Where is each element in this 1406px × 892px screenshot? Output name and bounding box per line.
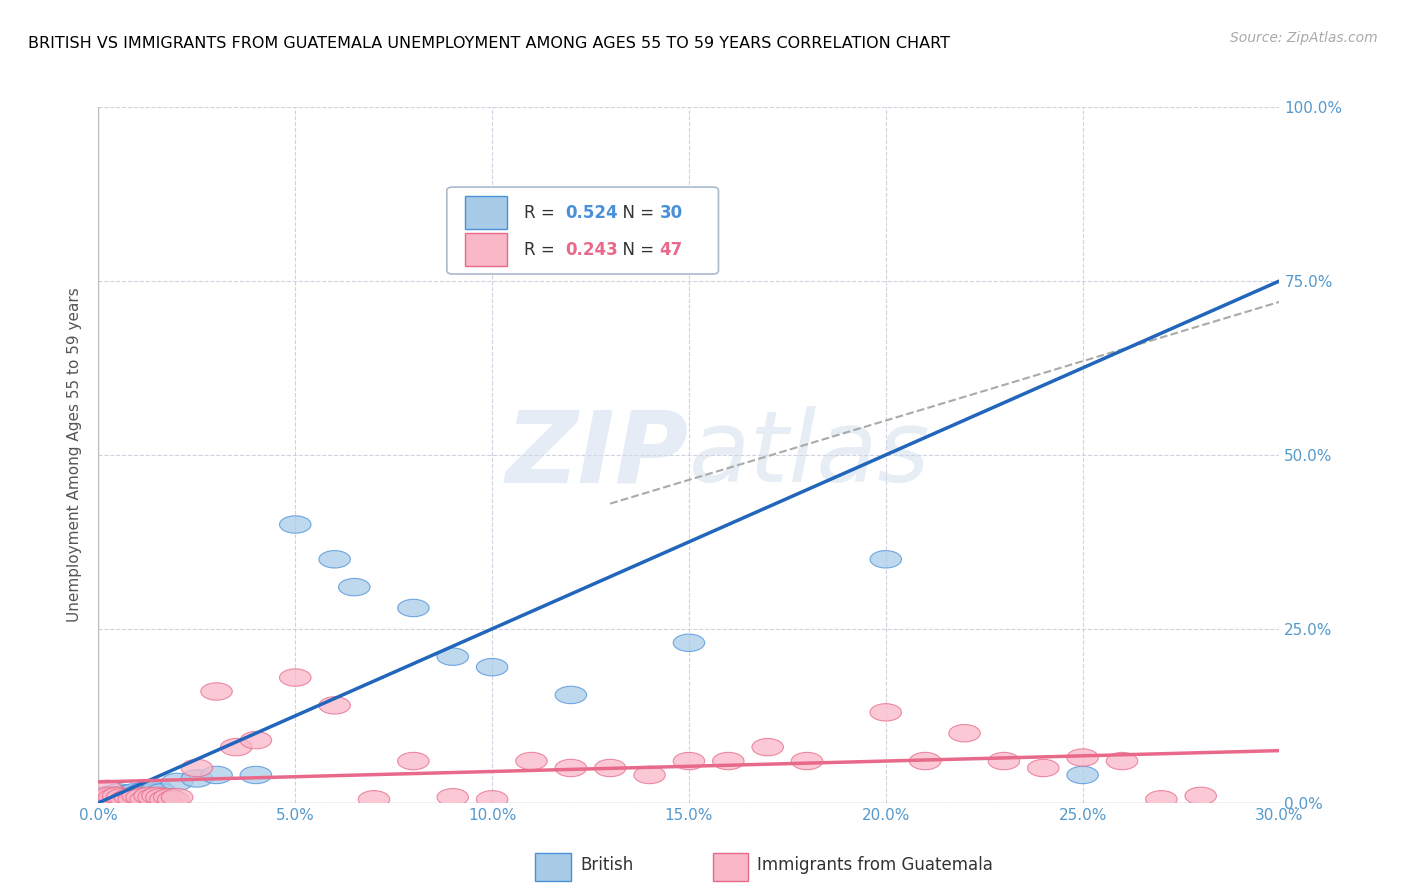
Ellipse shape xyxy=(153,789,186,806)
Text: N =: N = xyxy=(612,241,659,259)
Ellipse shape xyxy=(1028,759,1059,777)
Ellipse shape xyxy=(477,790,508,808)
Ellipse shape xyxy=(122,786,153,803)
Ellipse shape xyxy=(138,784,169,801)
Ellipse shape xyxy=(437,789,468,806)
Ellipse shape xyxy=(319,697,350,714)
Ellipse shape xyxy=(516,752,547,770)
Ellipse shape xyxy=(437,648,468,665)
Ellipse shape xyxy=(181,759,212,777)
Ellipse shape xyxy=(1146,790,1177,808)
Text: atlas: atlas xyxy=(689,407,931,503)
Ellipse shape xyxy=(90,780,122,797)
Ellipse shape xyxy=(988,752,1019,770)
Ellipse shape xyxy=(114,785,146,803)
Text: Immigrants from Guatemala: Immigrants from Guatemala xyxy=(758,856,993,874)
Text: 47: 47 xyxy=(659,241,683,259)
Ellipse shape xyxy=(134,787,166,805)
Ellipse shape xyxy=(134,780,166,797)
Ellipse shape xyxy=(110,790,142,808)
Ellipse shape xyxy=(359,790,389,808)
Ellipse shape xyxy=(555,759,586,777)
Ellipse shape xyxy=(240,766,271,784)
Ellipse shape xyxy=(477,658,508,676)
Ellipse shape xyxy=(129,790,162,808)
Ellipse shape xyxy=(870,550,901,568)
Ellipse shape xyxy=(1067,766,1098,784)
Text: Source: ZipAtlas.com: Source: ZipAtlas.com xyxy=(1230,31,1378,45)
Ellipse shape xyxy=(181,770,212,787)
Ellipse shape xyxy=(107,789,138,806)
Ellipse shape xyxy=(162,773,193,790)
Ellipse shape xyxy=(149,790,181,808)
Ellipse shape xyxy=(103,787,134,805)
Ellipse shape xyxy=(87,790,118,808)
Ellipse shape xyxy=(673,634,704,651)
Ellipse shape xyxy=(339,578,370,596)
Ellipse shape xyxy=(634,766,665,784)
Ellipse shape xyxy=(162,789,193,806)
Ellipse shape xyxy=(910,752,941,770)
Ellipse shape xyxy=(595,759,626,777)
Ellipse shape xyxy=(870,704,901,721)
Ellipse shape xyxy=(146,784,177,801)
Ellipse shape xyxy=(949,724,980,742)
Ellipse shape xyxy=(138,789,169,806)
Ellipse shape xyxy=(713,752,744,770)
Ellipse shape xyxy=(103,784,134,801)
Ellipse shape xyxy=(240,731,271,749)
Ellipse shape xyxy=(127,789,157,806)
Ellipse shape xyxy=(398,752,429,770)
Text: R =: R = xyxy=(523,241,560,259)
Ellipse shape xyxy=(98,787,129,805)
Ellipse shape xyxy=(122,787,153,805)
Ellipse shape xyxy=(90,787,122,805)
Bar xyxy=(713,853,748,880)
Text: ZIP: ZIP xyxy=(506,407,689,503)
Text: R =: R = xyxy=(523,203,560,222)
Ellipse shape xyxy=(118,790,149,808)
Ellipse shape xyxy=(1107,752,1137,770)
Ellipse shape xyxy=(127,784,157,801)
Ellipse shape xyxy=(107,786,138,803)
Ellipse shape xyxy=(87,787,118,805)
Text: 0.243: 0.243 xyxy=(565,241,617,259)
Bar xyxy=(464,196,508,229)
Ellipse shape xyxy=(94,786,127,803)
Y-axis label: Unemployment Among Ages 55 to 59 years: Unemployment Among Ages 55 to 59 years xyxy=(67,287,83,623)
Ellipse shape xyxy=(94,787,127,805)
Ellipse shape xyxy=(146,789,177,806)
Ellipse shape xyxy=(673,752,704,770)
Bar xyxy=(536,853,571,880)
FancyBboxPatch shape xyxy=(447,187,718,274)
Ellipse shape xyxy=(555,686,586,704)
Text: BRITISH VS IMMIGRANTS FROM GUATEMALA UNEMPLOYMENT AMONG AGES 55 TO 59 YEARS CORR: BRITISH VS IMMIGRANTS FROM GUATEMALA UNE… xyxy=(28,36,950,51)
Text: N =: N = xyxy=(612,203,659,222)
Text: British: British xyxy=(581,856,634,874)
Text: 0.524: 0.524 xyxy=(565,203,617,222)
Ellipse shape xyxy=(142,787,173,805)
Ellipse shape xyxy=(1185,787,1216,805)
Ellipse shape xyxy=(129,781,162,799)
Ellipse shape xyxy=(201,682,232,700)
Ellipse shape xyxy=(280,516,311,533)
Ellipse shape xyxy=(319,550,350,568)
Ellipse shape xyxy=(110,787,142,805)
Bar xyxy=(464,233,508,267)
Text: 30: 30 xyxy=(659,203,682,222)
Ellipse shape xyxy=(114,789,146,806)
Ellipse shape xyxy=(752,739,783,756)
Ellipse shape xyxy=(280,669,311,686)
Ellipse shape xyxy=(157,790,188,808)
Ellipse shape xyxy=(1067,749,1098,766)
Ellipse shape xyxy=(792,752,823,770)
Ellipse shape xyxy=(201,766,232,784)
Ellipse shape xyxy=(221,739,252,756)
Ellipse shape xyxy=(118,784,149,801)
Ellipse shape xyxy=(98,789,129,806)
Ellipse shape xyxy=(398,599,429,616)
Ellipse shape xyxy=(142,780,173,797)
